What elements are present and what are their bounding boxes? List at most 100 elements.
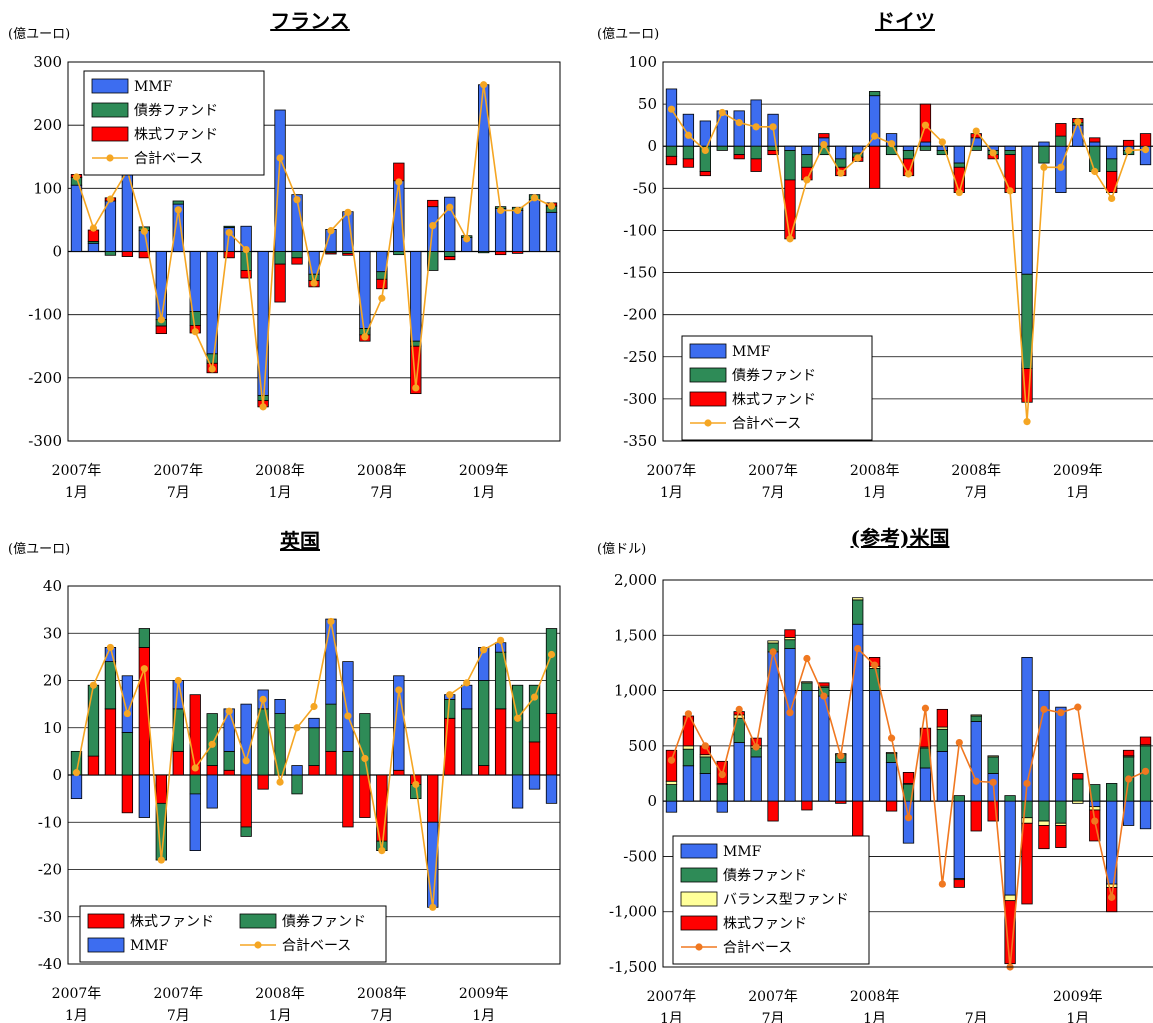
total-point (854, 154, 862, 162)
total-point (786, 235, 794, 243)
legend-label: MMF (732, 344, 771, 360)
legend-swatch-total-point (704, 419, 712, 427)
bar-equity (767, 800, 779, 822)
bar-bond (1055, 800, 1067, 824)
total-point (361, 754, 369, 763)
bar-equity (87, 229, 100, 242)
total-point (123, 709, 131, 718)
bar-bond (359, 713, 371, 776)
bar-equity (427, 774, 439, 823)
total-point (530, 194, 539, 202)
bar-bond (852, 599, 864, 625)
bar-balanced (885, 752, 898, 754)
total-point (547, 650, 556, 659)
bar-balanced (1038, 820, 1050, 826)
x-label-month: 1月 (863, 485, 886, 501)
legend-swatch-total-point (254, 941, 262, 949)
bar-equity (223, 251, 235, 259)
bar-equity (172, 750, 184, 776)
bar-equity (1055, 123, 1067, 137)
y-tick-label: 0 (52, 243, 62, 261)
bar-equity (342, 774, 354, 828)
bar-equity (121, 774, 134, 814)
y-tick-label: 0 (52, 766, 62, 784)
bar-mmf (545, 774, 558, 804)
bar-mmf (1038, 141, 1050, 147)
y-tick-label: 0 (647, 792, 657, 810)
legend-label: 債券ファンド (134, 103, 218, 119)
bar-equity (121, 251, 134, 257)
bar-bond (342, 750, 354, 776)
y-tick-label: -1,500 (609, 958, 657, 976)
total-point (208, 365, 216, 373)
bar-mmf (528, 774, 541, 790)
bar-mmf (511, 210, 524, 252)
total-point (513, 714, 522, 722)
x-label-year: 2007年 (153, 463, 203, 479)
total-point (1125, 775, 1133, 783)
bar-equity (155, 325, 167, 335)
x-label-month: 7月 (167, 1008, 190, 1023)
legend-label: 株式ファンド (723, 916, 807, 932)
bar-mmf (750, 99, 762, 147)
bar-bond (1055, 135, 1067, 147)
x-label-year: 2007年 (52, 463, 102, 479)
bar-bond (665, 145, 678, 157)
bar-balanced (1089, 806, 1101, 811)
total-point (871, 661, 879, 669)
bar-mmf (784, 145, 796, 151)
bar-bond (716, 784, 728, 802)
x-label-month: 7月 (167, 485, 190, 501)
legend-label: MMF (723, 844, 762, 860)
bar-bond (223, 225, 235, 228)
bar-bond (87, 684, 100, 757)
unit-label: (億ユーロ) (8, 541, 70, 557)
total-point (820, 692, 828, 700)
bar-equity (784, 629, 796, 638)
bar-mmf (716, 110, 728, 147)
bar-mmf (953, 145, 965, 164)
bar-bond (274, 251, 286, 265)
total-point (106, 195, 115, 203)
bar-equity (868, 145, 881, 189)
bar-mmf (1089, 141, 1101, 147)
legend: 株式ファンド 債券ファンド MMF 合計ベース (79, 905, 387, 963)
bar-mmf (733, 110, 745, 147)
x-label-year: 2007年 (153, 986, 203, 1002)
y-tick-label: 100 (628, 53, 657, 71)
y-tick-label: 10 (43, 719, 62, 737)
total-point (684, 710, 692, 718)
total-point (1040, 705, 1048, 713)
y-tick-label: -50 (633, 179, 657, 197)
total-point (752, 743, 760, 751)
bar-mmf (835, 762, 847, 802)
y-tick-label: -250 (623, 348, 657, 366)
bar-equity (1139, 736, 1152, 746)
legend-swatch-equity (680, 915, 718, 931)
total-point (395, 178, 403, 186)
bar-equity (308, 765, 320, 776)
total-point (887, 140, 896, 148)
x-label-month: 7月 (370, 1008, 393, 1023)
bar-mmf (885, 762, 898, 802)
bar-bond (1089, 784, 1101, 802)
bar-mmf (359, 251, 371, 329)
total-point (1057, 709, 1065, 717)
y-tick-label: 100 (33, 179, 62, 197)
total-point (344, 712, 352, 720)
bar-mmf (902, 800, 915, 844)
bar-balanced (665, 780, 678, 785)
bar-bond (427, 251, 439, 271)
total-point (480, 646, 488, 654)
total-point (752, 123, 760, 131)
bar-mmf (868, 690, 881, 802)
total-point (769, 648, 777, 656)
bar-equity (155, 774, 167, 804)
y-tick-label: -10 (38, 813, 62, 831)
legend-swatch-balanced (680, 891, 718, 907)
legend-label: 合計ベース (723, 940, 792, 956)
total-point (938, 138, 946, 146)
bar-mmf (274, 109, 286, 252)
total-point (89, 681, 98, 689)
